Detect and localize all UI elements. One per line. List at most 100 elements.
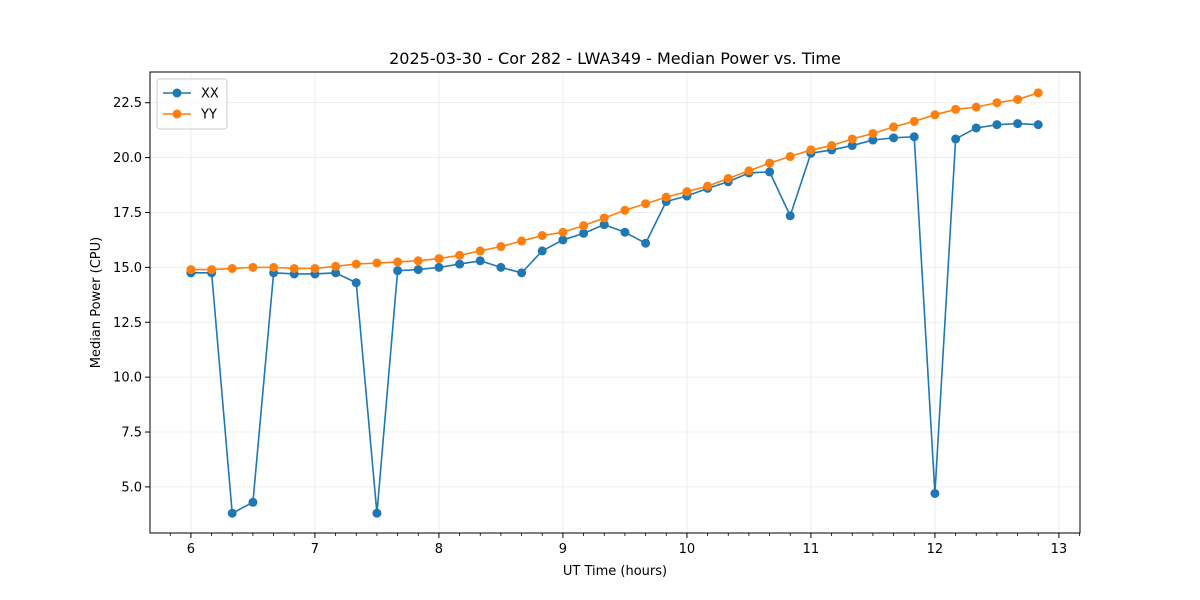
data-point-yy xyxy=(641,199,651,209)
data-point-xx xyxy=(971,123,981,133)
legend-marker-yy xyxy=(172,109,182,119)
legend-label-yy: YY xyxy=(200,108,217,123)
y-tick-label: 5.0 xyxy=(121,480,142,495)
plot-frame xyxy=(149,71,1081,534)
data-point-yy xyxy=(599,213,609,223)
x-tick-label: 8 xyxy=(435,542,443,557)
data-point-yy xyxy=(496,242,506,252)
x-tick-label: 6 xyxy=(187,542,195,557)
x-axis: 6 7 8 9 10 11 12 13 xyxy=(169,533,1080,557)
data-point-xx xyxy=(641,238,651,248)
data-point-yy xyxy=(310,263,320,273)
data-point-yy xyxy=(620,205,630,215)
data-point-xx xyxy=(413,265,423,275)
data-point-yy xyxy=(806,145,816,155)
data-point-xx xyxy=(496,262,506,272)
data-point-yy xyxy=(393,257,403,267)
data-point-yy xyxy=(847,134,857,144)
data-point-yy xyxy=(248,262,258,272)
data-point-yy xyxy=(909,116,919,126)
data-point-xx xyxy=(847,141,857,151)
y-tick-label: 12.5 xyxy=(113,316,142,331)
x-tick-label: 11 xyxy=(803,542,820,557)
data-point-xx xyxy=(434,262,444,272)
y-tick-label: 15.0 xyxy=(113,261,142,276)
data-point-yy xyxy=(1013,94,1023,104)
data-point-yy xyxy=(372,258,382,268)
y-tick-label: 22.5 xyxy=(113,96,142,111)
data-point-yy xyxy=(517,236,527,246)
data-point-yy xyxy=(682,187,692,197)
data-point-xx xyxy=(889,133,899,143)
data-point-xx xyxy=(951,134,961,144)
chart-title: 2025-03-30 - Cor 282 - LWA349 - Median P… xyxy=(389,49,841,68)
data-point-xx xyxy=(909,132,919,142)
data-point-xx xyxy=(248,497,258,507)
data-point-xx xyxy=(558,235,568,245)
series-layer xyxy=(186,88,1043,518)
data-point-yy xyxy=(723,173,733,183)
data-point-xx xyxy=(785,211,795,221)
data-point-yy xyxy=(868,128,878,138)
y-axis: 5.0 7.5 10.0 12.5 15.0 17.5 20.0 22.5 xyxy=(113,96,150,495)
y-tick-label: 20.0 xyxy=(113,151,142,166)
data-point-yy xyxy=(331,261,341,271)
data-point-yy xyxy=(951,104,961,114)
data-point-xx xyxy=(930,488,940,498)
data-point-xx xyxy=(331,268,341,278)
data-point-xx xyxy=(765,167,775,177)
data-point-yy xyxy=(765,158,775,168)
y-axis-title: Median Power (CPU) xyxy=(89,237,104,368)
data-point-yy xyxy=(661,192,671,202)
data-point-yy xyxy=(889,122,899,132)
x-tick-label: 13 xyxy=(1051,542,1068,557)
data-point-xx xyxy=(393,266,403,276)
data-point-yy xyxy=(434,254,444,264)
data-point-yy xyxy=(227,263,237,273)
data-point-yy xyxy=(744,166,754,176)
data-point-yy xyxy=(827,141,837,151)
data-point-yy xyxy=(186,265,196,275)
x-tick-label: 12 xyxy=(927,542,944,557)
data-point-yy xyxy=(269,262,279,272)
data-point-yy xyxy=(475,246,485,256)
data-point-xx xyxy=(599,220,609,230)
data-point-xx xyxy=(1013,119,1023,129)
data-point-yy xyxy=(703,181,713,191)
data-point-yy xyxy=(930,110,940,120)
data-point-yy xyxy=(971,102,981,112)
data-point-yy xyxy=(558,227,568,237)
data-point-xx xyxy=(517,268,527,278)
data-point-xx xyxy=(227,508,237,518)
data-point-xx xyxy=(992,120,1002,130)
data-point-yy xyxy=(455,250,465,260)
y-tick-label: 10.0 xyxy=(113,371,142,386)
data-point-yy xyxy=(351,259,361,269)
grid xyxy=(150,72,1080,533)
y-tick-label: 7.5 xyxy=(121,426,142,441)
data-point-yy xyxy=(1033,88,1043,98)
x-tick-label: 7 xyxy=(311,542,319,557)
y-tick-label: 17.5 xyxy=(113,206,142,221)
data-point-xx xyxy=(372,508,382,518)
data-point-yy xyxy=(992,98,1002,108)
data-point-yy xyxy=(579,221,589,231)
data-point-xx xyxy=(868,135,878,145)
legend-label-xx: XX xyxy=(201,87,219,102)
data-point-xx xyxy=(537,246,547,256)
series-yy xyxy=(186,88,1043,275)
data-point-xx xyxy=(579,228,589,238)
data-point-xx xyxy=(475,256,485,266)
data-point-xx xyxy=(351,278,361,288)
data-point-yy xyxy=(785,152,795,162)
data-point-yy xyxy=(537,231,547,241)
legend-marker-xx xyxy=(172,88,182,98)
x-axis-title: UT Time (hours) xyxy=(563,564,667,579)
legend: XX YY xyxy=(156,78,228,130)
data-point-yy xyxy=(413,256,423,266)
data-point-yy xyxy=(207,265,217,275)
data-point-xx xyxy=(455,259,465,269)
data-point-xx xyxy=(620,227,630,237)
data-point-xx xyxy=(1033,120,1043,130)
